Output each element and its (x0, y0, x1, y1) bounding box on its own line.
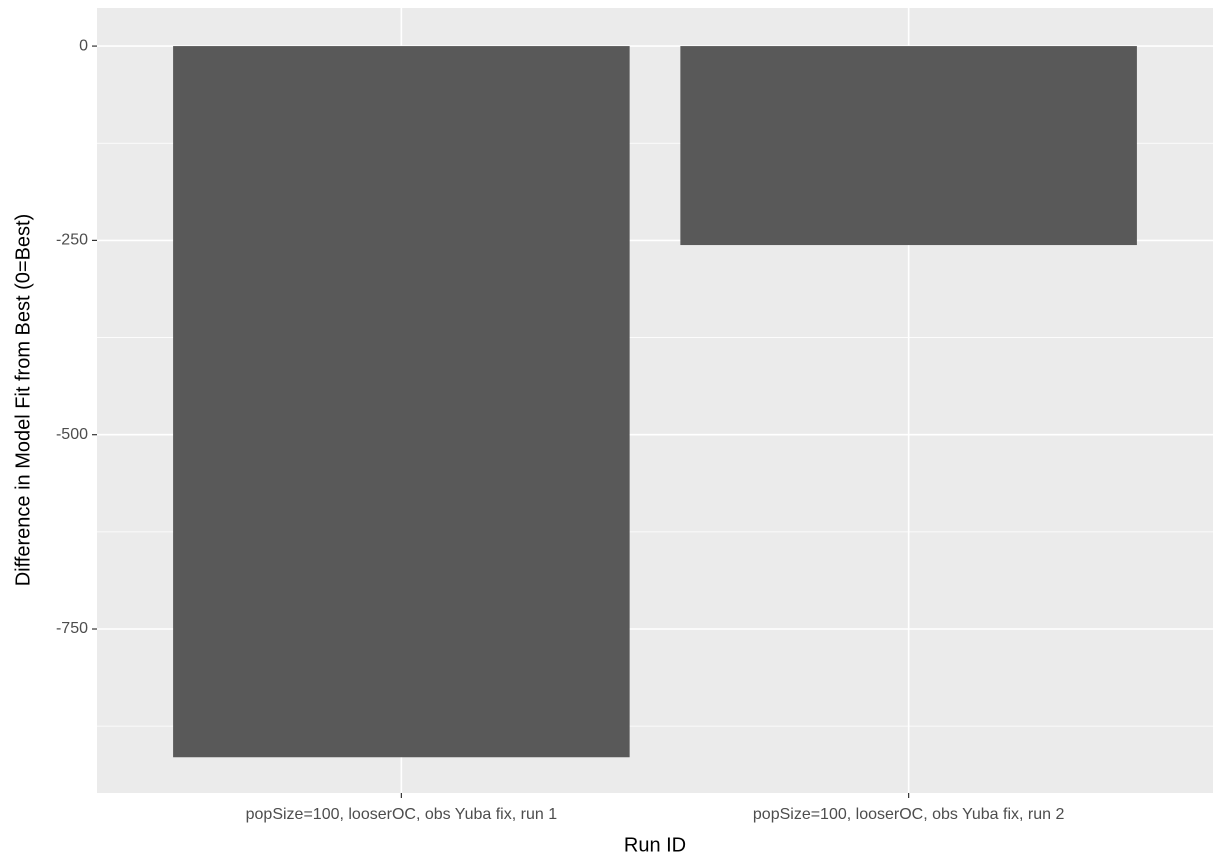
y-axis-title: Difference in Model Fit from Best (0=Bes… (12, 214, 34, 587)
bar (680, 46, 1137, 246)
x-tick-label: popSize=100, looserOC, obs Yuba fix, run… (753, 806, 1065, 823)
y-tick-label: -500 (56, 426, 88, 443)
bar (173, 46, 630, 758)
y-tick-label: 0 (79, 37, 88, 54)
x-tick-label: popSize=100, looserOC, obs Yuba fix, run… (246, 806, 558, 823)
y-tick-label: -750 (56, 620, 88, 637)
x-axis-title: Run ID (624, 834, 686, 856)
y-tick-label: -250 (56, 232, 88, 249)
